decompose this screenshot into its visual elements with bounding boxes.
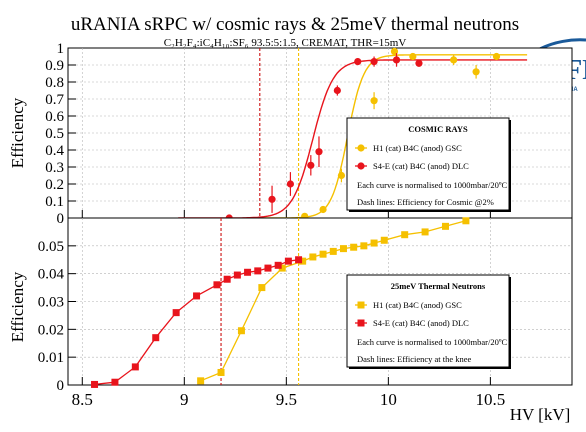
top-data-point	[337, 171, 346, 180]
top-data-point	[492, 52, 501, 61]
top-data-point	[370, 58, 378, 66]
top-legend-marker	[357, 144, 365, 152]
bottom-data-point	[131, 363, 139, 371]
top-y-tick-label: 0	[57, 211, 65, 227]
bottom-data-point	[462, 217, 470, 225]
top-data-point	[415, 59, 423, 67]
bottom-data-point	[217, 368, 225, 376]
bottom-legend-box	[346, 274, 510, 368]
bottom-y-tick-label: 0	[57, 378, 65, 394]
bottom-data-point	[152, 334, 160, 342]
bottom-legend-entry: S4-E (cat) B4C (anod) DLC	[373, 318, 469, 328]
bottom-data-point	[223, 275, 231, 283]
bottom-y-tick-label: 0.01	[38, 350, 64, 366]
xlabel: HV [kV]	[510, 405, 571, 424]
top-data-point	[315, 148, 323, 156]
top-data-point	[392, 56, 401, 64]
bottom-data-point	[213, 281, 221, 289]
chart-subtitle: C₂H₂F₄:iC₄H₁₀:SF₆ 93.5:5:1.5, CREMAT, TH…	[164, 37, 407, 49]
bottom-data-point	[278, 264, 286, 272]
top-data-point	[319, 205, 327, 214]
top-legend-marker	[357, 162, 365, 170]
bottom-data-point	[237, 327, 245, 335]
bottom-legend-title: 25meV Thermal Neutrons	[391, 281, 486, 291]
top-legend-entry: S4-E (cat) B4C (anod) DLC	[373, 161, 469, 171]
bottom-x-tick-label: 8.5	[72, 390, 93, 409]
bottom-data-point	[441, 222, 449, 230]
top-y-tick-label: 0.6	[45, 109, 64, 125]
bottom-data-point	[284, 257, 292, 265]
bottom-legend-note: Each curve is normalised to 1000mbar/20º…	[357, 337, 508, 347]
top-data-point	[450, 56, 458, 64]
bottom-y-tick-label: 0.02	[38, 322, 64, 338]
bottom-legend-entry: H1 (cat) B4C (anod) GSC	[373, 300, 462, 310]
bottom-data-point	[264, 264, 272, 272]
bottom-data-point	[309, 253, 317, 261]
top-data-point	[307, 161, 315, 169]
top-data-point	[286, 180, 295, 188]
ylabel-bottom: Efficiency	[8, 271, 27, 342]
top-legend-title: COSMIC RAYS	[408, 124, 468, 134]
bottom-data-point	[299, 257, 307, 265]
top-y-tick-label: 0.3	[45, 160, 64, 176]
top-y-tick-label: 0.9	[45, 58, 64, 74]
bottom-data-point	[360, 242, 368, 250]
bottom-x-tick-label: 10.5	[476, 390, 506, 409]
bottom-data-point	[339, 245, 347, 253]
bottom-data-point	[197, 377, 205, 385]
bottom-legend-marker	[357, 301, 365, 309]
bottom-data-point	[350, 243, 358, 251]
ylabel-top: Efficiency	[8, 97, 27, 168]
bottom-panel: 0 0.01 0.02 0.03 0.04 0.05 8.5 9 9.5 10 10.5 25meV …	[38, 217, 573, 409]
top-data-point	[472, 68, 480, 76]
top-data-point	[370, 97, 378, 105]
top-y-tick-label: 0.4	[45, 143, 64, 159]
bottom-data-point	[274, 261, 282, 269]
top-y-tick-label: 1	[57, 41, 65, 57]
bottom-data-point	[401, 231, 409, 239]
top-data-point	[354, 58, 362, 66]
bottom-data-point	[380, 236, 388, 244]
top-data-point	[409, 52, 417, 61]
top-legend-box	[346, 117, 510, 211]
chart-title: uRANIA sRPC w/ cosmic rays & 25meV therm…	[71, 14, 519, 35]
bottom-data-point	[319, 250, 327, 258]
bottom-data-point	[172, 309, 180, 317]
bottom-data-point	[233, 271, 241, 279]
top-y-tick-label: 0.8	[45, 75, 64, 91]
bottom-legend-note: Dash lines: Efficiency at the knee	[357, 354, 472, 364]
bottom-x-tick-label: 9	[180, 390, 189, 409]
bottom-data-point	[244, 268, 252, 276]
top-y-tick-label: 0.1	[45, 194, 64, 210]
bottom-y-tick-label: 0.04	[38, 267, 65, 283]
top-legend-entry: H1 (cat) B4C (anod) GSC	[373, 143, 462, 153]
bottom-data-point	[111, 378, 119, 386]
bottom-data-point	[254, 267, 262, 275]
bottom-data-point	[91, 380, 99, 388]
bottom-data-point	[295, 256, 303, 264]
top-data-point	[268, 195, 276, 203]
bottom-y-tick-label: 0.05	[38, 239, 64, 255]
top-panel: 00.10.20.30.40.50.60.70.80.91 COSMIC RAYS…	[45, 41, 573, 227]
bottom-data-point	[193, 292, 201, 300]
bottom-x-tick-label: 10	[380, 390, 397, 409]
bottom-y-tick-label: 0.03	[38, 295, 64, 311]
bottom-legend-marker	[357, 319, 365, 327]
bottom-data-point	[421, 228, 429, 236]
bottom-data-point	[329, 247, 337, 255]
top-y-tick-label: 0.5	[45, 126, 64, 142]
top-data-point	[333, 86, 341, 95]
bottom-x-tick-label: 9.5	[276, 390, 297, 409]
top-y-tick-label: 0.7	[45, 92, 64, 108]
top-legend-note: Dash lines: Efficiency for Cosmic @2%	[357, 197, 494, 207]
bottom-data-point	[370, 239, 378, 247]
top-y-tick-label: 0.2	[45, 177, 64, 193]
bottom-data-point	[258, 284, 266, 292]
top-legend-note: Each curve is normalised to 1000mbar/20º…	[357, 180, 508, 190]
